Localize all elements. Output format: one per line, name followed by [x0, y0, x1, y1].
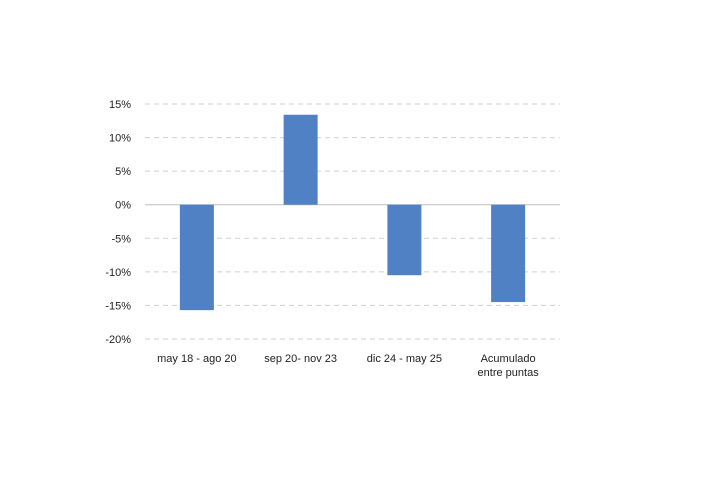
bar: [387, 204, 422, 276]
x-axis-category-labels: may 18 - ago 20 sep 20- nov 23 dic 24 - ma…: [157, 353, 539, 379]
y-axis-tick-labels: 15% 10% 5% 0% -5% -10% -15% -20%: [105, 99, 131, 346]
y-tick-label: 5%: [115, 166, 131, 178]
y-tick-label: 10%: [109, 133, 131, 145]
y-tick-label: 0%: [115, 200, 131, 212]
y-tick-label: 15%: [109, 99, 131, 111]
bar: [179, 204, 214, 311]
x-category-label: may 18 - ago 20: [157, 353, 237, 365]
x-category-label: sep 20- nov 23: [264, 353, 337, 365]
bar: [491, 204, 526, 303]
y-tick-label: -10%: [105, 267, 131, 279]
y-tick-label: -15%: [105, 300, 131, 312]
x-category-label: dic 24 - may 25: [367, 353, 442, 365]
y-tick-label: -20%: [105, 334, 131, 346]
bars: [179, 114, 526, 311]
y-tick-label: -5%: [111, 233, 131, 245]
gridlines: [145, 103, 560, 340]
x-category-label: Acumulado entre puntas: [478, 353, 540, 379]
bar: [283, 114, 318, 205]
